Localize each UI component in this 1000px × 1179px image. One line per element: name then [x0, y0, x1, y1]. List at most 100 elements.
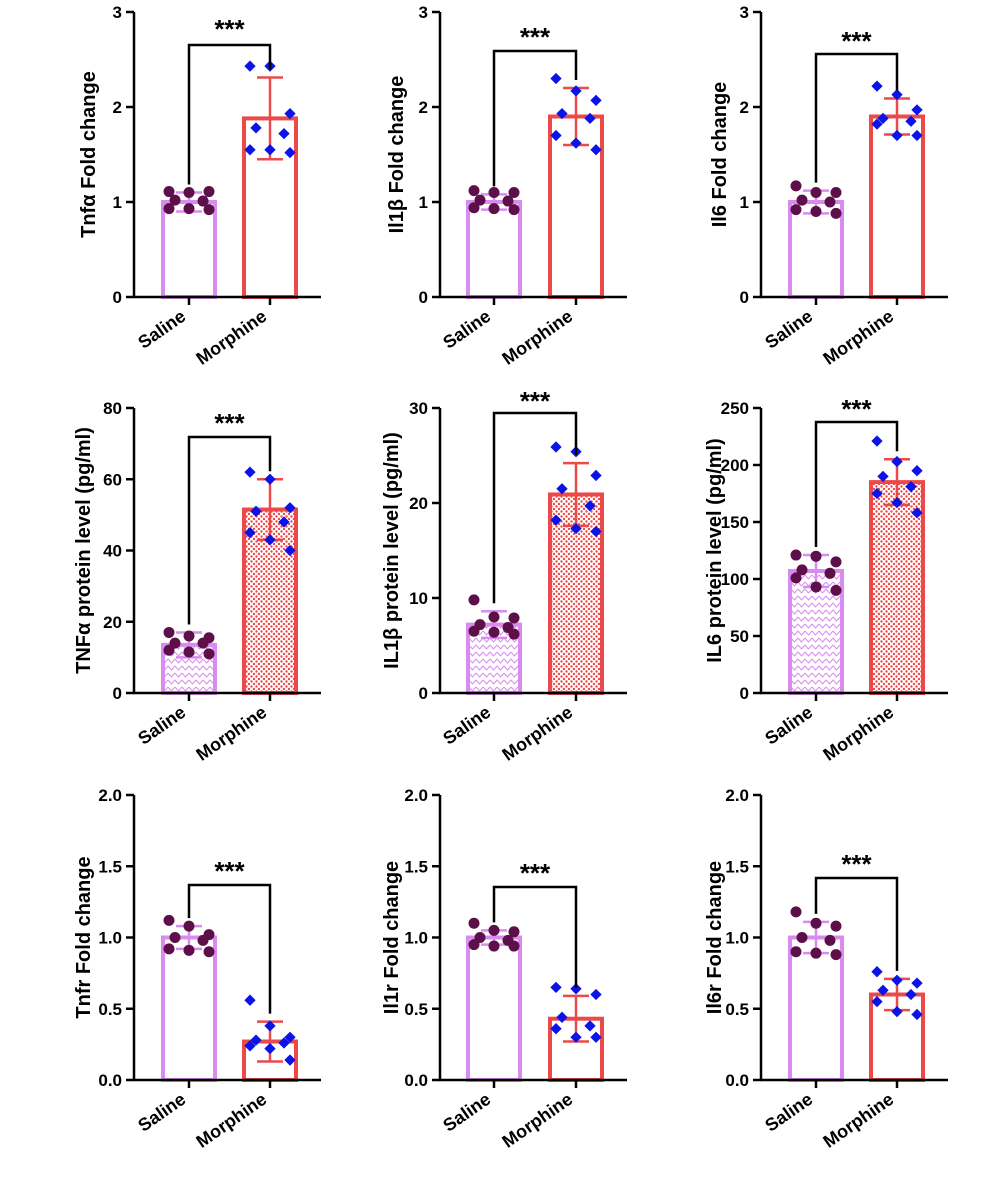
- data-point-morphine: [250, 1034, 262, 1046]
- data-point-morphine: [871, 487, 883, 500]
- data-point-saline: [468, 939, 480, 951]
- data-point-morphine: [550, 129, 562, 142]
- bar-morphine: [869, 114, 925, 299]
- y-tick-label: 3: [113, 3, 122, 22]
- significance-stars: ***: [841, 394, 872, 424]
- y-tick-label: 1: [740, 193, 749, 212]
- data-point-saline: [810, 581, 822, 593]
- data-point-saline: [203, 946, 215, 958]
- data-point-saline: [468, 202, 480, 214]
- chart-panel-9: 0.0 0.5 1.0 1.5 2.0 Saline Morphine Il6r Fold c…: [704, 786, 948, 1152]
- data-point-morphine: [584, 500, 596, 512]
- data-point-saline: [163, 186, 175, 198]
- x-tick-label-saline: Saline: [761, 306, 816, 353]
- data-point-morphine: [244, 144, 256, 156]
- x-tick-label-saline: Saline: [439, 1089, 494, 1136]
- y-tick-label: 0: [419, 684, 428, 703]
- data-point-morphine: [911, 129, 923, 142]
- bar-saline: [161, 935, 217, 1082]
- y-tick-label: 0: [740, 288, 749, 307]
- y-axis-title: Il6r Fold change: [704, 861, 726, 1014]
- data-point-morphine: [244, 994, 256, 1006]
- significance-stars: ***: [841, 26, 872, 56]
- data-point-saline: [810, 917, 822, 929]
- chart-panel-4: 0 20 40 60 80 Saline Morphine TNFα protein leve…: [73, 399, 321, 765]
- data-point-morphine: [264, 1042, 276, 1055]
- data-point-saline: [790, 946, 802, 958]
- data-point-saline: [203, 186, 215, 198]
- significance-stars: ***: [520, 858, 551, 888]
- chart-panel-8: 0.0 0.5 1.0 1.5 2.0 Saline Morphine Il1r Fold c…: [381, 786, 627, 1152]
- data-point-saline: [488, 187, 500, 198]
- data-point-morphine: [911, 104, 923, 116]
- y-tick-label: 0.0: [725, 1071, 749, 1090]
- data-point-morphine: [278, 127, 290, 140]
- data-point-saline: [830, 556, 842, 568]
- data-point-morphine: [891, 129, 903, 142]
- y-tick-label: 1.0: [404, 929, 428, 948]
- x-tick-label-saline: Saline: [439, 702, 494, 749]
- x-tick-label-saline: Saline: [439, 306, 494, 353]
- data-point-morphine: [590, 469, 602, 482]
- significance-stars: ***: [214, 408, 245, 438]
- y-tick-label: 50: [730, 627, 749, 646]
- data-point-saline: [468, 594, 480, 606]
- data-point-saline: [163, 943, 175, 955]
- data-point-saline: [830, 207, 842, 219]
- y-tick-label: 2.0: [98, 786, 122, 805]
- y-axis-title: Tnfr Fold change: [73, 856, 95, 1018]
- y-tick-label: 0.0: [404, 1071, 428, 1090]
- data-point-morphine: [590, 144, 602, 156]
- data-point-saline: [824, 567, 836, 579]
- y-tick-label: 2.0: [725, 786, 749, 805]
- data-point-saline: [810, 947, 822, 959]
- data-point-morphine: [911, 507, 923, 519]
- data-point-morphine: [891, 1005, 903, 1018]
- data-point-morphine: [871, 435, 883, 447]
- y-tick-label: 10: [409, 589, 428, 608]
- x-tick-label-saline: Saline: [761, 1089, 816, 1136]
- bar-saline: [788, 935, 844, 1082]
- y-axis-title: Il1β Fold change: [386, 76, 408, 234]
- y-tick-label: 20: [409, 494, 428, 513]
- significance-bracket: [187, 435, 272, 625]
- data-point-morphine: [877, 984, 889, 996]
- data-point-saline: [169, 932, 181, 943]
- y-tick-label: 0.5: [725, 1000, 749, 1019]
- y-tick-label: 1: [113, 193, 122, 212]
- y-tick-label: 0: [113, 288, 122, 307]
- data-point-saline: [830, 584, 842, 596]
- data-point-morphine: [570, 983, 582, 995]
- data-point-saline: [796, 564, 808, 576]
- data-point-morphine: [244, 527, 256, 539]
- chart-panel-3: 0 1 2 3 Saline Morphine Il6 Fold change ***: [709, 3, 948, 369]
- y-tick-label: 1.5: [98, 857, 122, 876]
- data-point-saline: [169, 194, 181, 206]
- y-tick-label: 60: [103, 470, 122, 489]
- data-point-saline: [790, 906, 802, 918]
- y-tick-label: 40: [103, 542, 122, 561]
- y-tick-label: 2: [740, 98, 749, 117]
- y-tick-label: 100: [721, 570, 749, 589]
- x-tick-label-morphine: Morphine: [819, 306, 897, 369]
- significance-bracket: [814, 420, 899, 548]
- data-point-morphine: [911, 977, 923, 989]
- y-axis-title: TNFα protein level (pg/ml): [73, 427, 95, 674]
- bar-saline: [161, 200, 217, 299]
- data-point-saline: [468, 625, 480, 637]
- data-point-saline: [796, 194, 808, 206]
- data-point-morphine: [284, 544, 296, 557]
- data-point-saline: [488, 940, 500, 952]
- data-point-saline: [163, 914, 175, 926]
- y-tick-label: 0.5: [98, 1000, 122, 1019]
- y-tick-label: 0: [113, 684, 122, 703]
- data-point-saline: [508, 628, 520, 640]
- significance-bracket: [187, 43, 272, 185]
- y-tick-label: 1.0: [725, 929, 749, 948]
- significance-stars: ***: [214, 14, 245, 44]
- data-point-morphine: [244, 1040, 256, 1052]
- data-point-morphine: [891, 455, 903, 468]
- significance-bracket: [187, 883, 272, 1014]
- y-tick-label: 0.0: [98, 1071, 122, 1090]
- significance-stars: ***: [520, 22, 551, 52]
